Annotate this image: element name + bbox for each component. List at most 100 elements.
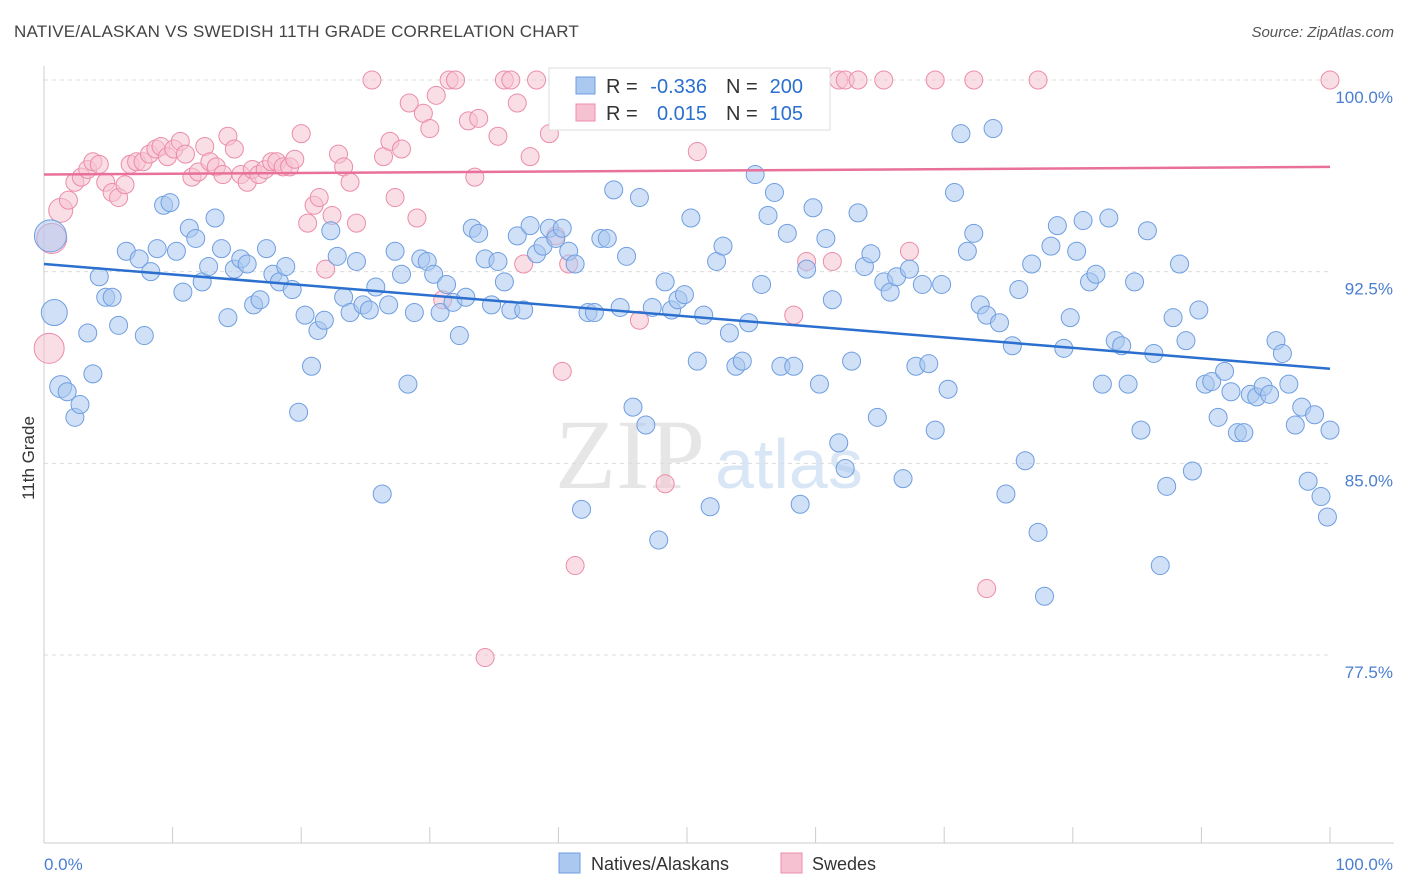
native-point	[764, 182, 784, 202]
swede-point	[285, 149, 305, 169]
swede-point	[291, 124, 311, 144]
native-point	[604, 180, 624, 200]
x-tick-label-min: 0.0%	[44, 855, 83, 874]
native-point	[33, 219, 67, 253]
native-point	[610, 297, 630, 317]
swede-point	[175, 144, 195, 164]
native-point	[109, 315, 129, 335]
swedes-trend-line	[43, 165, 1331, 176]
native-point	[295, 305, 315, 325]
native-point	[745, 165, 765, 185]
native-point	[199, 257, 219, 277]
swede-point	[501, 70, 521, 90]
stats-legend: R = -0.336 N = 200 R = 0.015 N = 105	[548, 67, 831, 131]
swede-point	[362, 70, 382, 90]
native-point	[488, 251, 508, 271]
swede-point	[316, 259, 336, 279]
swede-point	[874, 70, 894, 90]
native-point	[861, 244, 881, 264]
native-point	[256, 239, 276, 259]
native-point	[1163, 308, 1183, 328]
native-point	[102, 287, 122, 307]
native-point	[713, 236, 733, 256]
native-point	[1298, 471, 1318, 491]
chart-title: NATIVE/ALASKAN VS SWEDISH 11TH GRADE COR…	[14, 22, 579, 41]
legend-n-value-natives: 200	[770, 76, 803, 98]
native-point	[944, 182, 964, 202]
swede-point	[1320, 70, 1340, 90]
native-point	[237, 254, 257, 274]
native-point	[938, 379, 958, 399]
native-point	[1086, 264, 1106, 284]
legend-swatch-swedes	[575, 103, 596, 122]
native-point	[835, 458, 855, 478]
native-point	[1305, 405, 1325, 425]
swedes-points	[33, 70, 1340, 668]
swede-point	[848, 70, 868, 90]
native-point	[250, 290, 270, 310]
swede-point	[520, 147, 540, 167]
native-point	[276, 257, 296, 277]
swede-point	[964, 70, 984, 90]
native-point	[1131, 420, 1151, 440]
native-point	[790, 494, 810, 514]
swede-point	[89, 154, 109, 174]
native-point	[700, 497, 720, 517]
y-axis-title: 11th Grade	[19, 416, 38, 500]
bottom-legend-swatch-swedes	[780, 852, 803, 874]
trend-lines	[43, 165, 1331, 371]
y-tick-labels: 77.5% 85.0% 92.5% 100.0%	[1335, 88, 1393, 682]
y-tick-label: 92.5%	[1345, 280, 1393, 299]
native-point	[803, 198, 823, 218]
native-point	[1234, 423, 1254, 443]
native-point	[912, 274, 932, 294]
native-point	[597, 228, 617, 248]
native-point	[925, 420, 945, 440]
native-point	[366, 277, 386, 297]
legend-r-label-swedes: R =	[606, 103, 638, 125]
native-point	[1202, 372, 1222, 392]
native-point	[996, 484, 1016, 504]
native-point	[398, 374, 418, 394]
swede-point	[58, 190, 78, 210]
native-point	[732, 351, 752, 371]
native-point	[572, 499, 592, 519]
swede-point	[977, 579, 997, 599]
native-point	[1208, 407, 1228, 427]
swede-point	[115, 175, 135, 195]
bottom-legend-label-swedes: Swedes	[812, 854, 876, 874]
native-point	[565, 254, 585, 274]
native-point	[1221, 382, 1241, 402]
native-point	[1041, 236, 1061, 256]
stats-legend-box	[548, 67, 831, 131]
swede-point	[298, 213, 318, 233]
swede-point	[565, 556, 585, 576]
native-point	[494, 272, 514, 292]
native-point	[211, 239, 231, 259]
native-point	[520, 216, 540, 236]
swede-point	[925, 70, 945, 90]
native-point	[205, 208, 225, 228]
native-point	[78, 323, 98, 343]
native-point	[134, 326, 154, 346]
native-point	[89, 267, 109, 287]
native-point	[822, 290, 842, 310]
native-point	[1125, 272, 1145, 292]
legend-r-value-swedes: 0.015	[657, 103, 707, 125]
swede-point	[488, 126, 508, 146]
watermark: ZIP atlas	[555, 399, 863, 510]
native-point	[919, 354, 939, 374]
y-tick-label: 85.0%	[1345, 471, 1393, 490]
native-point	[899, 259, 919, 279]
native-point	[1279, 374, 1299, 394]
native-point	[867, 407, 887, 427]
swede-point	[469, 108, 489, 128]
native-point	[514, 300, 534, 320]
native-point	[964, 223, 984, 243]
native-point	[314, 310, 334, 330]
swede-point	[514, 254, 534, 274]
native-point	[129, 249, 149, 269]
swede-point	[655, 474, 675, 494]
native-point	[932, 274, 952, 294]
native-point	[758, 205, 778, 225]
